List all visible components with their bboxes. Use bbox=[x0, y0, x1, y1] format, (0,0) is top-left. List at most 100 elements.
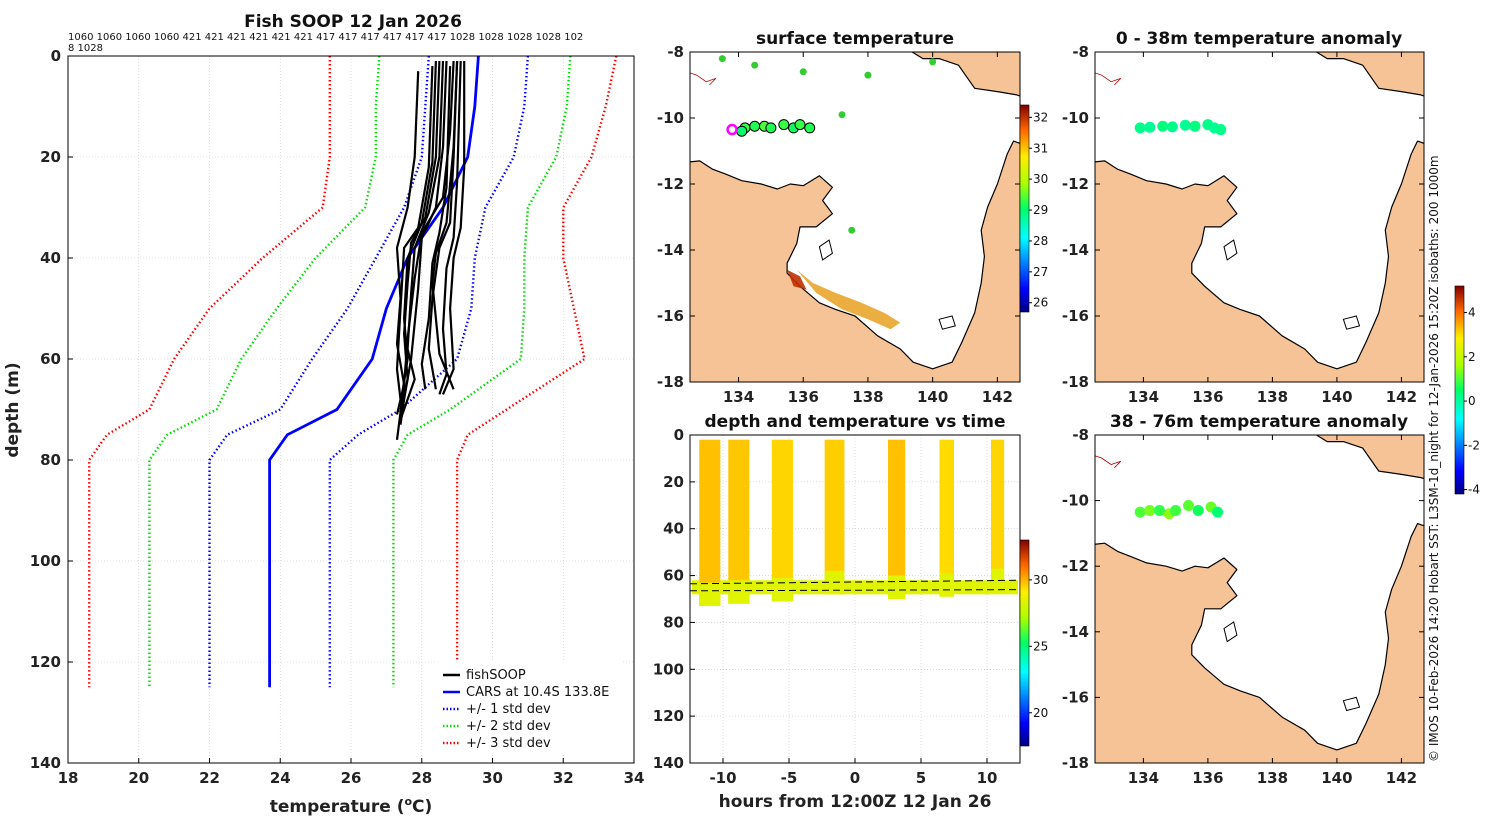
isobath-line bbox=[1095, 72, 1122, 86]
sst-cloud-gap-pixel bbox=[848, 226, 856, 234]
anomaly-38-76-title: 38 - 76m temperature anomaly bbox=[1110, 412, 1408, 432]
sst-colorbar: 26 27 28 29 30 31 32 bbox=[1019, 104, 1048, 313]
anomaly-marker bbox=[1144, 121, 1156, 133]
anomaly-marker bbox=[1192, 504, 1204, 516]
anomaly-marker bbox=[1215, 124, 1227, 136]
cast-surface-band bbox=[699, 439, 721, 607]
map-content bbox=[1095, 52, 1424, 382]
sst-cloud-gap-pixel bbox=[799, 68, 807, 76]
y-tick-label: 120 bbox=[30, 653, 61, 671]
land-australia bbox=[1095, 522, 1424, 763]
y-tick-label: -16 bbox=[657, 307, 684, 325]
y-tick-label: 60 bbox=[663, 567, 684, 585]
cast-bottom-band bbox=[771, 577, 793, 602]
series-line--1-std bbox=[328, 55, 530, 688]
anomaly-marker bbox=[1144, 504, 1156, 516]
x-tick-label: 140 bbox=[1321, 769, 1352, 787]
start-position-marker bbox=[726, 123, 738, 136]
anomaly-marker bbox=[1179, 119, 1191, 131]
sst-cloud-gap-pixel bbox=[864, 71, 872, 79]
series-line-cars-mean bbox=[268, 55, 480, 688]
x-tick-label: 134 bbox=[723, 388, 754, 406]
isobath-line bbox=[690, 72, 717, 86]
profile-series bbox=[87, 55, 618, 688]
profile-panel: Fish SOOP 12 Jan 2026 1060 1060 1060 106… bbox=[3, 12, 644, 817]
y-tick-label: -12 bbox=[1062, 175, 1089, 193]
x-tick-label: 142 bbox=[1386, 388, 1417, 406]
x-tick-label: 142 bbox=[982, 388, 1013, 406]
y-tick-label: 140 bbox=[653, 754, 684, 772]
island-mornington bbox=[1342, 315, 1361, 330]
y-tick-label: -18 bbox=[1062, 754, 1089, 772]
colorbar-tick-label: 31 bbox=[1033, 141, 1048, 155]
anomaly-0-38-map: 134 136 138 140 142 -8 -10 -12 -14 -16 -18 bbox=[1062, 43, 1425, 406]
x-tick-label: 140 bbox=[917, 388, 948, 406]
y-tick-label: -8 bbox=[1072, 43, 1089, 61]
colorbar-tick-label: 2 bbox=[1468, 350, 1476, 364]
sst-map-title: surface temperature bbox=[756, 29, 954, 49]
fishsoop-profile-line bbox=[399, 60, 448, 425]
anomaly-marker bbox=[1134, 506, 1146, 518]
map-content bbox=[1095, 435, 1424, 763]
x-tick-label: 136 bbox=[1192, 388, 1223, 406]
legend-label: CARS at 10.4S 133.8E bbox=[466, 685, 609, 700]
island-groote bbox=[1223, 239, 1238, 261]
colorbar-tick-label: 20 bbox=[1033, 706, 1048, 720]
sst-cloud-gap-pixel bbox=[929, 58, 937, 66]
profile-grid bbox=[67, 55, 635, 764]
y-tick-label: 40 bbox=[663, 520, 684, 538]
x-tick-label: 30 bbox=[482, 769, 503, 787]
xlabel-degree: o bbox=[404, 795, 412, 808]
depth-time-x-axis-label: hours from 12:00Z 12 Jan 26 bbox=[719, 792, 992, 812]
anomaly-colorbar-bar bbox=[1454, 285, 1465, 495]
cast-surface-band bbox=[990, 439, 1005, 592]
x-tick-label: 136 bbox=[788, 388, 819, 406]
profile-y-axis-label: depth (m) bbox=[3, 362, 23, 457]
xlabel-unit: C) bbox=[412, 797, 432, 817]
fishsoop-profile-line bbox=[399, 60, 437, 405]
fishsoop-sst-marker bbox=[804, 122, 816, 134]
series-line--2-std bbox=[392, 55, 572, 688]
island-groote bbox=[1223, 621, 1238, 643]
y-tick-label: 140 bbox=[30, 754, 61, 772]
y-tick-label: 20 bbox=[663, 473, 684, 491]
legend-entry-1std: +/- 1 std dev bbox=[443, 702, 551, 717]
depth-time-title: depth and temperature vs time bbox=[705, 412, 1006, 432]
profile-x-axis-label: temperature (oC) bbox=[270, 795, 433, 817]
anomaly-marker bbox=[1134, 122, 1146, 134]
cast-bottom-band bbox=[888, 575, 906, 599]
sst-map: 134 136 138 140 142 -8 -10 -12 -14 -16 -18 bbox=[657, 43, 1021, 406]
fishsoop-profile-line bbox=[395, 66, 434, 400]
depth-time-colorbar-bar bbox=[1019, 539, 1030, 747]
y-tick-label: -18 bbox=[1062, 373, 1089, 391]
legend-label: fishSOOP bbox=[466, 668, 526, 683]
colorbar-tick-label: 30 bbox=[1033, 172, 1048, 186]
x-tick-label: 32 bbox=[553, 769, 574, 787]
legend-label: +/- 1 std dev bbox=[466, 702, 551, 717]
x-tick-label: 26 bbox=[341, 769, 362, 787]
x-tick-label: 138 bbox=[1257, 769, 1288, 787]
cast-surface-band bbox=[888, 439, 906, 599]
legend-box bbox=[437, 661, 623, 755]
fishsoop-sst-marker bbox=[778, 119, 790, 131]
legend-entry-cars: CARS at 10.4S 133.8E bbox=[443, 685, 609, 700]
x-tick-label: 134 bbox=[1128, 388, 1159, 406]
cast-bottom-band bbox=[699, 582, 721, 607]
anomaly-marker bbox=[1183, 500, 1195, 512]
sst-colorbar-ticks: 26 27 28 29 30 31 32 bbox=[1029, 110, 1048, 310]
y-tick-label: 120 bbox=[653, 707, 684, 725]
y-tick-label: 0 bbox=[674, 426, 684, 444]
sst-warm-patch bbox=[796, 269, 901, 330]
colorbar-tick-label: 29 bbox=[1033, 203, 1048, 217]
y-tick-label: -14 bbox=[657, 241, 684, 259]
sst-map-panel: surface temperature 134 136 138 140 142 -8 -10… bbox=[657, 29, 1048, 406]
anomaly-38-76-panel: 38 - 76m temperature anomaly 134 136 138 14… bbox=[1062, 412, 1425, 787]
cast-bottom-band bbox=[990, 568, 1005, 592]
anomaly-marker bbox=[1170, 504, 1182, 516]
series-line--2-std bbox=[148, 55, 381, 688]
anomaly-38-76-map: 134 136 138 140 142 -8 -10 -12 -14 -16 -18 bbox=[1062, 426, 1425, 787]
anomaly-marker bbox=[1212, 506, 1224, 518]
y-tick-label: -10 bbox=[657, 109, 684, 127]
x-tick-label: -10 bbox=[709, 769, 736, 787]
